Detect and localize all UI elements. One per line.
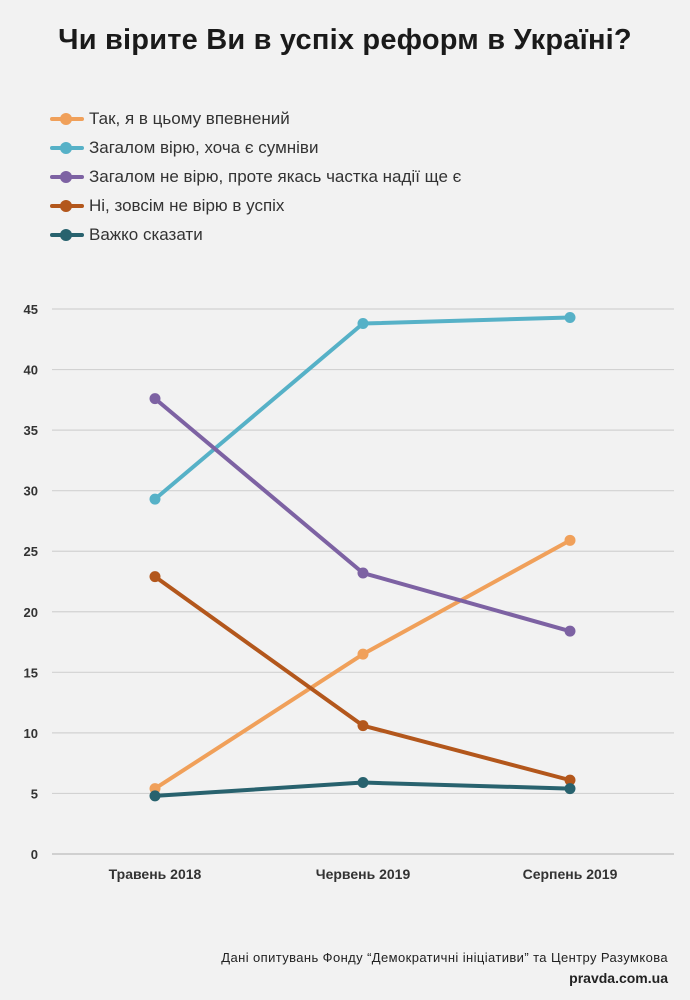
source-note: Дані опитувань Фонду “Демократичні ініці… bbox=[221, 950, 668, 965]
x-tick-label: Серпень 2019 bbox=[523, 866, 618, 882]
data-point-s2-2 bbox=[564, 625, 576, 637]
y-tick-label: 15 bbox=[24, 665, 38, 680]
legend-label-4: Важко сказати bbox=[89, 224, 203, 244]
data-point-s0-2 bbox=[564, 534, 576, 546]
legend-swatch-2 bbox=[48, 170, 86, 184]
legend-label-1: Загалом вірю, хоча є сумніви bbox=[89, 137, 319, 157]
data-point-s2-1 bbox=[357, 567, 369, 579]
series-line-2 bbox=[153, 396, 572, 634]
x-tick-label: Червень 2019 bbox=[316, 866, 411, 882]
data-point-s4-2 bbox=[564, 783, 576, 795]
y-tick-label: 5 bbox=[31, 786, 38, 801]
data-point-s3-1 bbox=[357, 720, 369, 732]
legend-item-1: Загалом вірю, хоча є сумніви bbox=[48, 133, 461, 162]
legend-item-0: Так, я в цьому впевнений bbox=[48, 104, 461, 133]
data-point-s3-0 bbox=[149, 571, 161, 583]
legend-item-2: Загалом не вірю, проте якась частка наді… bbox=[48, 162, 461, 191]
data-point-s4-1 bbox=[357, 777, 369, 789]
data-point-s1-0 bbox=[149, 493, 161, 505]
data-point-s4-0 bbox=[149, 790, 161, 802]
legend-item-3: Ні, зовсім не вірю в успіх bbox=[48, 191, 461, 220]
legend-label-3: Ні, зовсім не вірю в успіх bbox=[89, 195, 285, 215]
legend-swatch-0 bbox=[48, 112, 86, 126]
data-point-s1-1 bbox=[357, 318, 369, 330]
y-tick-label: 40 bbox=[24, 363, 38, 378]
legend-swatch-4 bbox=[48, 228, 86, 242]
legend-label-0: Так, я в цьому впевнений bbox=[89, 108, 290, 128]
series-line-1 bbox=[153, 315, 572, 502]
site-credit: pravda.com.ua bbox=[569, 970, 668, 986]
chart-title: Чи вірите Ви в успіх реформ в Україні? bbox=[58, 24, 632, 56]
legend-item-4: Важко сказати bbox=[48, 220, 461, 249]
data-point-s0-1 bbox=[357, 648, 369, 660]
x-tick-label: Травень 2018 bbox=[109, 866, 202, 882]
legend-label-2: Загалом не вірю, проте якась частка наді… bbox=[89, 166, 462, 186]
y-tick-label: 35 bbox=[24, 423, 38, 438]
legend: Так, я в цьому впевнений Загалом вірю, х… bbox=[48, 104, 461, 249]
y-tick-label: 10 bbox=[24, 726, 38, 741]
y-tick-label: 0 bbox=[31, 847, 38, 862]
y-tick-label: 30 bbox=[24, 484, 38, 499]
y-tick-label: 25 bbox=[24, 544, 38, 559]
data-point-s1-2 bbox=[564, 311, 576, 323]
data-point-s3-2 bbox=[564, 774, 576, 786]
data-point-s2-0 bbox=[149, 393, 161, 405]
legend-swatch-1 bbox=[48, 141, 86, 155]
y-tick-label: 45 bbox=[24, 302, 38, 317]
y-tick-label: 20 bbox=[24, 605, 38, 620]
legend-swatch-3 bbox=[48, 199, 86, 213]
